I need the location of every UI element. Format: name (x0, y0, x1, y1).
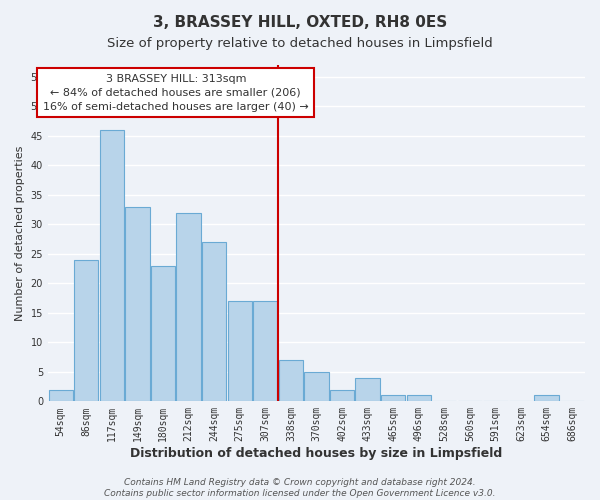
Bar (202, 242, 226, 402)
Bar (253, 301, 277, 402)
Bar (49, 390, 73, 402)
Text: 3 BRASSEY HILL: 313sqm
← 84% of detached houses are smaller (206)
16% of semi-de: 3 BRASSEY HILL: 313sqm ← 84% of detached… (43, 74, 308, 112)
Bar (304, 372, 329, 402)
Bar (74, 260, 98, 402)
Text: Size of property relative to detached houses in Limpsfield: Size of property relative to detached ho… (107, 38, 493, 51)
Bar (279, 360, 303, 402)
Bar (176, 212, 201, 402)
Bar (151, 266, 175, 402)
Text: Contains HM Land Registry data © Crown copyright and database right 2024.
Contai: Contains HM Land Registry data © Crown c… (104, 478, 496, 498)
Bar (407, 396, 431, 402)
X-axis label: Distribution of detached houses by size in Limpsfield: Distribution of detached houses by size … (130, 447, 503, 460)
Y-axis label: Number of detached properties: Number of detached properties (15, 146, 25, 321)
Text: 3, BRASSEY HILL, OXTED, RH8 0ES: 3, BRASSEY HILL, OXTED, RH8 0ES (153, 15, 447, 30)
Bar (227, 301, 252, 402)
Bar (330, 390, 354, 402)
Bar (355, 378, 380, 402)
Bar (381, 396, 406, 402)
Bar (125, 206, 149, 402)
Bar (535, 396, 559, 402)
Bar (100, 130, 124, 402)
